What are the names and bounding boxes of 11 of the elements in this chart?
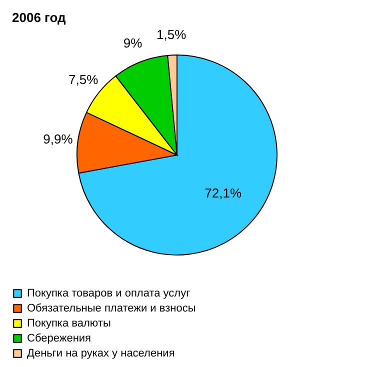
data-label: 7,5% — [68, 72, 99, 87]
data-label: 9% — [123, 35, 143, 50]
legend-label: Сбережения — [27, 332, 92, 344]
data-label: 1,5% — [156, 27, 187, 42]
legend-label: Деньги на руках у населения — [27, 348, 175, 360]
data-label: 72,1% — [204, 185, 242, 200]
legend-label: Обязательные платежи и взносы — [27, 302, 196, 314]
legend-label: Покупка валюты — [27, 318, 111, 330]
legend-label: Покупка товаров и оплата услуг — [27, 288, 190, 300]
data-label: 9,9% — [43, 132, 74, 147]
chart-title: 2006 год — [12, 10, 67, 26]
